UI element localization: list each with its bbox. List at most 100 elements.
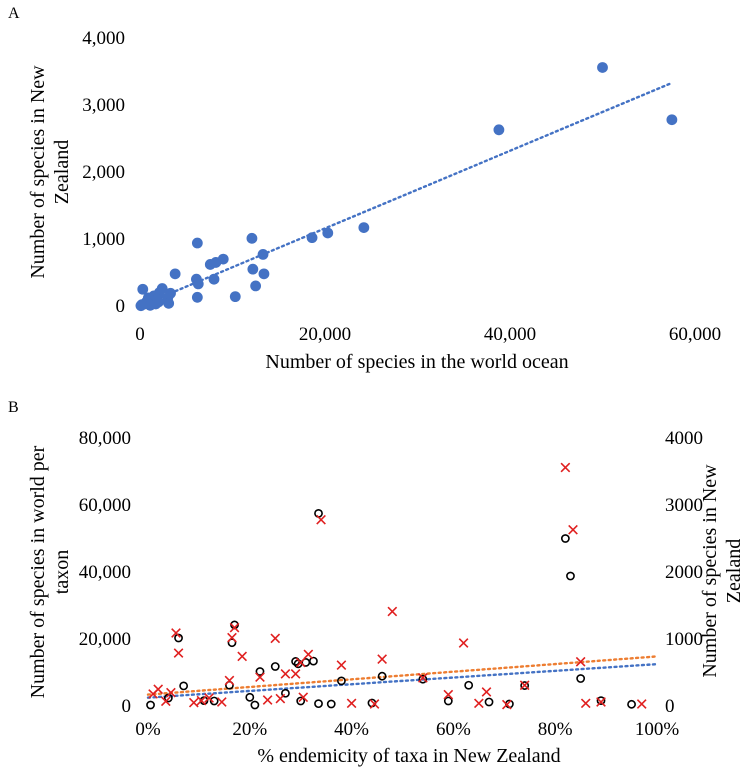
- panel-b-nz-point: [290, 668, 301, 679]
- panel-b-world-point: [627, 699, 636, 709]
- panel-a-data-point: [135, 300, 147, 312]
- panel-b-nz-point: [270, 633, 281, 644]
- panel-a-data-point: [169, 268, 181, 280]
- panel-b-world-point: [377, 671, 387, 681]
- panel-b-trendline: [146, 662, 659, 699]
- panel-a-data-point: [358, 222, 370, 234]
- panel-b-nz-point: [443, 689, 454, 700]
- panel-a-ytick-label: 0: [116, 296, 126, 317]
- panel-a-data-point: [191, 237, 203, 249]
- panel-b-nz-point: [481, 687, 492, 697]
- panel-a-ytick-label: 3,000: [82, 95, 125, 116]
- panel-a-data-point: [597, 62, 608, 73]
- panel-a-data-point: [137, 283, 149, 295]
- panel-a-ylabel-line1: Number of species in New: [27, 65, 49, 279]
- panel-b-nz-point: [316, 514, 326, 525]
- panel-b-world-point: [464, 680, 474, 690]
- panel-a-data-point: [306, 232, 318, 244]
- panel-b-world-point: [418, 674, 428, 684]
- panel-a-data-point: [204, 259, 216, 270]
- panel-b-nz-point: [237, 651, 248, 662]
- panel-a-data-point: [250, 280, 262, 292]
- panel-b-world-point: [314, 508, 323, 518]
- panel-b-world-point: [281, 688, 290, 698]
- panel-b-nz-point: [229, 622, 240, 633]
- panel-b-y2tick-label: 1000: [665, 629, 703, 650]
- panel-b-xtick-label: 40%: [334, 719, 369, 740]
- panel-b-nz-point: [224, 675, 235, 686]
- panel-a-data-point: [666, 114, 678, 126]
- panel-b-nz-point: [560, 462, 571, 473]
- panel-b-ytick-label: 60,000: [79, 495, 131, 516]
- panel-a-trendline: [138, 81, 674, 308]
- panel-b-y2tick-label: 3000: [665, 495, 703, 516]
- panel-a-ylabel-line2: Zealand: [51, 140, 73, 204]
- panel-b-nz-point: [336, 660, 347, 670]
- panel-b-world-point: [326, 699, 336, 709]
- panel-b-xtick-label: 20%: [232, 719, 267, 740]
- panel-b-y2label-line2: Zealand: [723, 539, 745, 603]
- panel-b-xtick-label: 60%: [436, 719, 471, 740]
- panel-b-world-point: [443, 696, 453, 706]
- panel-a: A Number of species in New Zealand Numbe…: [8, 5, 721, 373]
- panel-a-data-point: [247, 263, 259, 275]
- panel-a-ytick-label: 2,000: [82, 162, 125, 183]
- panel-b-nz-point: [473, 698, 484, 709]
- panel-b-trendline: [146, 655, 659, 696]
- panel-b-nz-point: [204, 693, 214, 703]
- panel-a-data-point: [163, 297, 175, 309]
- panel-b-ylabel-line2: taxon: [51, 550, 73, 594]
- panel-b-nz-point: [596, 697, 606, 707]
- panel-b-world-point: [227, 638, 237, 648]
- panel-b-nz-point: [575, 656, 586, 667]
- panel-a-data-point: [257, 249, 269, 260]
- panel-b-nz-point: [148, 689, 158, 699]
- panel-b-nz-point: [377, 654, 388, 664]
- panel-b-world-point: [250, 700, 260, 710]
- panel-b-nz-point: [458, 638, 469, 648]
- panel-a-data-point: [258, 268, 270, 280]
- panel-b-xlabel: % endemicity of taxa in New Zealand: [257, 745, 560, 767]
- panel-b: B Number of species in world per taxon N…: [8, 399, 745, 767]
- panel-b-nz-point: [346, 698, 357, 709]
- panel-b-world-point: [484, 697, 494, 707]
- panel-b-nz-point: [171, 628, 181, 638]
- panel-a-xtick-label: 20,000: [299, 324, 351, 345]
- panel-b-nz-point: [280, 668, 291, 679]
- panel-b-nz-point: [580, 698, 591, 709]
- panel-a-xlabel: Number of species in the world ocean: [265, 351, 568, 373]
- panel-b-nz-point: [188, 697, 199, 708]
- panel-b-nz-point: [298, 692, 309, 703]
- panel-a-xtick-label: 60,000: [669, 324, 721, 345]
- panel-b-nz-point: [216, 697, 227, 707]
- panel-a-ytick-label: 4,000: [82, 28, 125, 49]
- panel-b-world-point: [270, 662, 280, 671]
- panel-b-label: B: [8, 399, 19, 416]
- panel-b-world-point: [337, 676, 346, 686]
- panel-b-nz-point: [160, 696, 171, 707]
- panel-b-world-point: [245, 692, 255, 702]
- panel-b-world-point: [209, 696, 219, 706]
- panel-b-nz-point: [173, 648, 184, 658]
- panel-a-data-point: [246, 232, 258, 244]
- panel-a-data-point: [229, 291, 241, 303]
- panel-b-world-point: [560, 534, 570, 543]
- panel-a-data-point: [144, 299, 156, 311]
- panel-b-world-point: [596, 696, 606, 706]
- panel-b-world-point: [566, 571, 575, 581]
- panel-b-world-point: [296, 696, 306, 706]
- panel-b-world-point: [255, 667, 265, 676]
- panel-b-nz-point: [303, 649, 314, 660]
- panel-a-data-point: [493, 124, 505, 136]
- panel-b-nz-point: [275, 693, 286, 704]
- panel-b-nz-point: [262, 695, 273, 705]
- panel-b-xtick-label: 100%: [635, 719, 680, 740]
- panel-b-nz-point: [501, 699, 512, 710]
- panel-a-ytick-label: 1,000: [82, 229, 125, 250]
- panel-b-nz-point: [519, 680, 530, 691]
- panel-b-world-point: [146, 700, 155, 710]
- panel-b-y2label-line1: Number of species in New: [699, 464, 721, 678]
- panel-a-data-point: [191, 291, 203, 303]
- panel-b-nz-point: [568, 524, 578, 535]
